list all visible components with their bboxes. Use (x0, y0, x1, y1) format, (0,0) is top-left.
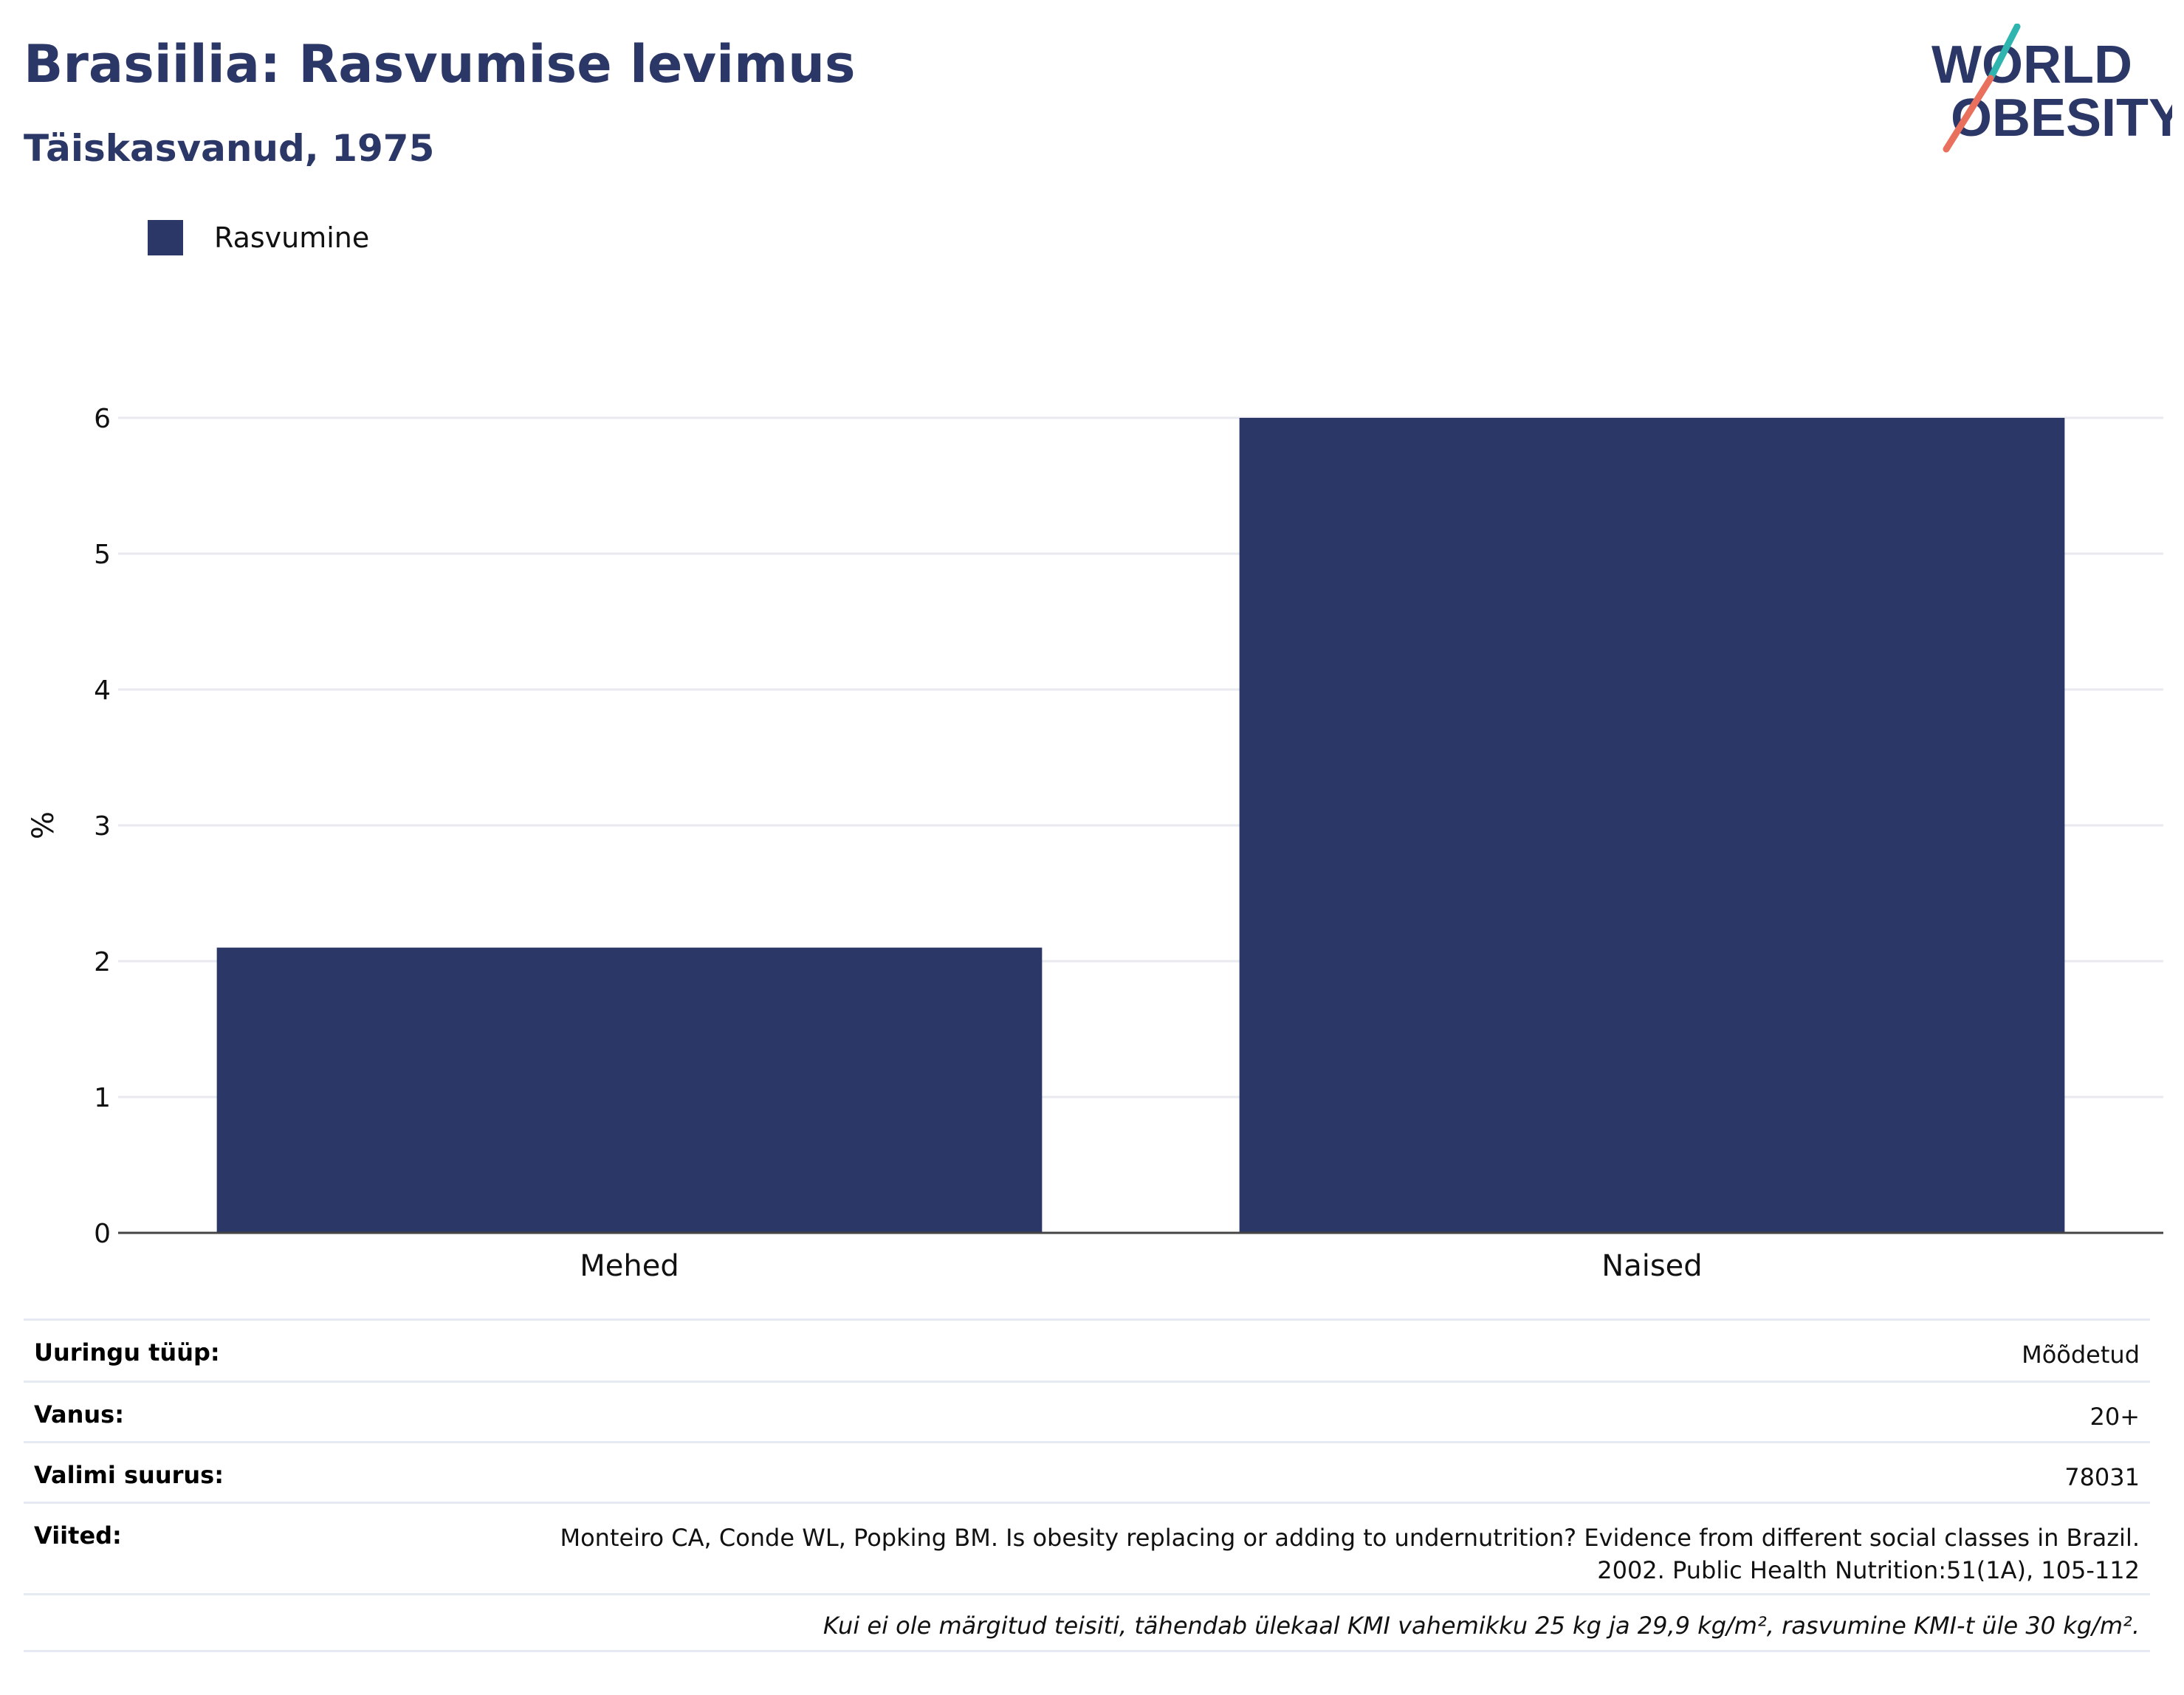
reference-line-1: Monteiro CA, Conde WL, Popking BM. Is ob… (560, 1524, 2140, 1552)
meta-value: Monteiro CA, Conde WL, Popking BM. Is ob… (560, 1522, 2140, 1586)
x-category-label: Naised (1601, 1249, 1702, 1283)
meta-row-references: Viited: Monteiro CA, Conde WL, Popking B… (24, 1502, 2150, 1593)
reference-line-2: 2002. Public Health Nutrition:51(1A), 10… (1597, 1556, 2140, 1584)
chart-title: Brasiilia: Rasvumise levimus (24, 34, 856, 94)
y-tick-label: 3 (94, 811, 111, 842)
meta-row-sample-size: Valimi suurus: 78031 (24, 1441, 2150, 1502)
meta-row-survey-type: Uuringu tüüp: Mõõdetud (24, 1318, 2150, 1381)
definition-note: Kui ei ole märgitud teisiti, tähendab ül… (24, 1593, 2150, 1652)
bar-chart: 0 1 2 3 4 5 6% Mehed Naised (27, 404, 2163, 1283)
meta-value: 78031 (2064, 1463, 2140, 1491)
y-tick-label: 2 (94, 947, 111, 977)
meta-value: 20+ (2089, 1403, 2140, 1431)
svg-text:WORLD: WORLD (1931, 35, 2132, 94)
y-axis-label: % (27, 811, 61, 839)
y-tick-label: 5 (94, 540, 111, 570)
world-obesity-logo: WORLD OBESITY (1931, 24, 2172, 153)
bar-mehed (216, 947, 1043, 1233)
meta-key: Viited: (34, 1522, 122, 1550)
x-category-label: Mehed (580, 1249, 679, 1283)
bar-naised (1239, 418, 2065, 1233)
meta-row-age: Vanus: 20+ (24, 1381, 2150, 1441)
legend-label-rasvumine: Rasvumine (214, 221, 370, 254)
meta-key: Uuringu tüüp: (34, 1338, 220, 1366)
meta-key: Valimi suurus: (34, 1461, 224, 1489)
chart-subtitle: Täiskasvanud, 1975 (24, 127, 435, 170)
legend: Rasvumine (148, 219, 369, 257)
y-tick-label: 0 (94, 1219, 111, 1249)
y-tick-label: 4 (94, 675, 111, 706)
metadata-table: Uuringu tüüp: Mõõdetud Vanus: 20+ Valimi… (24, 1318, 2150, 1652)
y-tick-label: 1 (94, 1083, 111, 1113)
svg-text:OBESITY: OBESITY (1951, 89, 2172, 148)
y-tick-label: 6 (94, 404, 111, 434)
legend-swatch-rasvumine (148, 220, 183, 255)
meta-value: Mõõdetud (2022, 1341, 2140, 1369)
meta-key: Vanus: (34, 1400, 125, 1428)
